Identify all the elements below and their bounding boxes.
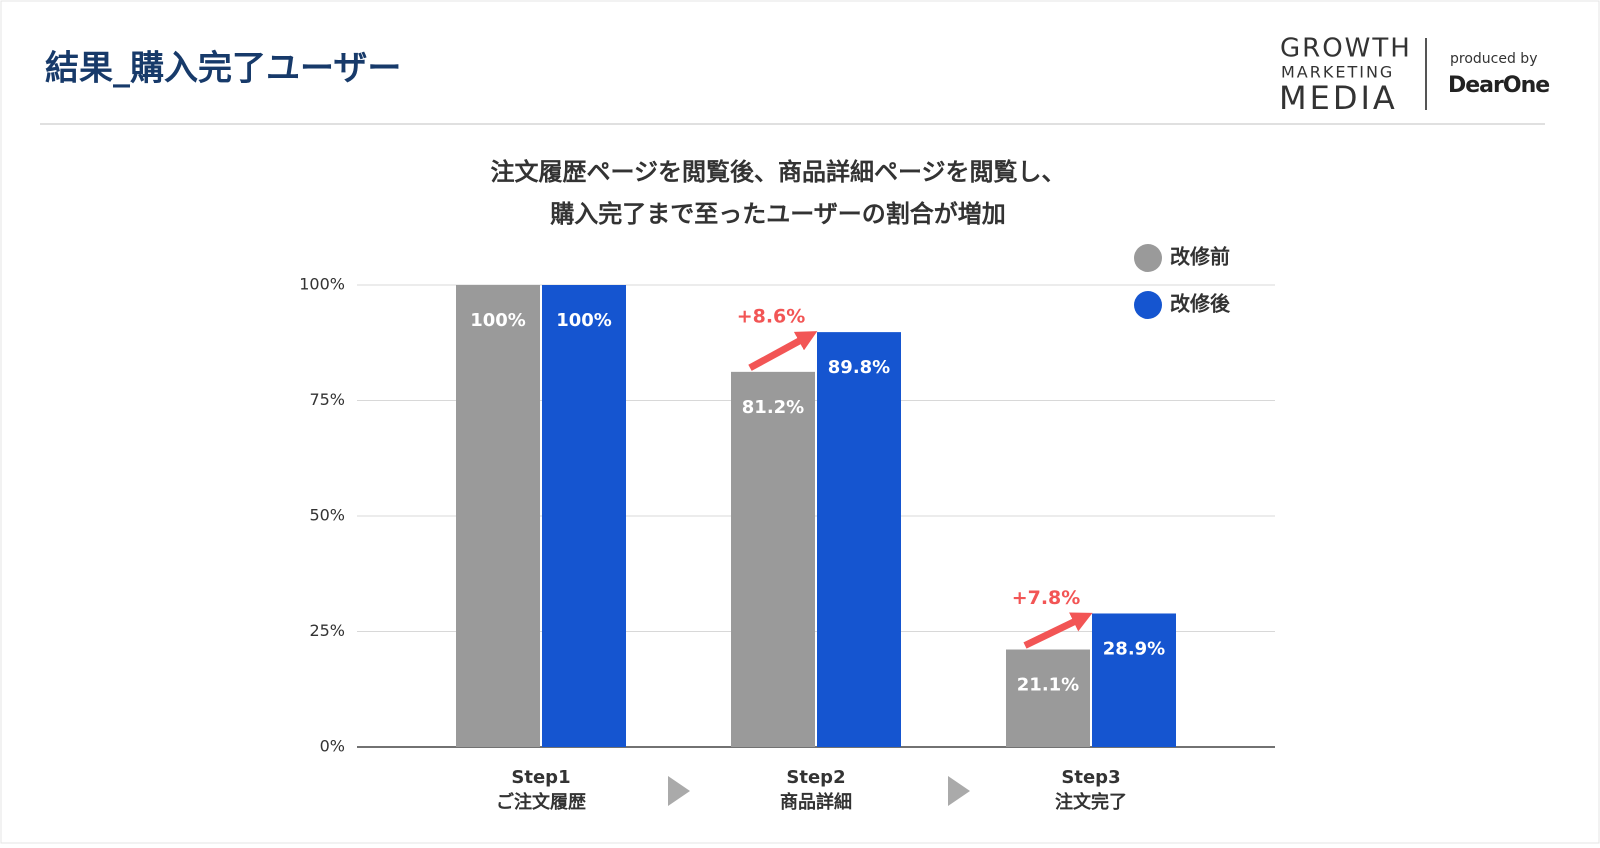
legend-swatch bbox=[1134, 291, 1162, 319]
slide-title: 結果_購入完了ユーザー bbox=[45, 49, 401, 89]
legend-label: 改修前 bbox=[1170, 245, 1230, 269]
y-tick-label: 75% bbox=[309, 390, 345, 409]
value-label: 100% bbox=[556, 310, 612, 331]
logo-line2: MARKETING bbox=[1281, 63, 1394, 82]
x-tick-label: 商品詳細 bbox=[780, 791, 852, 813]
logo-brand: DearOne bbox=[1448, 73, 1549, 98]
legend-swatch bbox=[1134, 244, 1162, 272]
x-tick-label: 注文完了 bbox=[1055, 791, 1127, 813]
step-arrow bbox=[948, 776, 970, 806]
chart-title: 注文履歴ページを閲覧後、商品詳細ページを閲覧し、 bbox=[490, 158, 1065, 186]
x-tick-label: Step3 bbox=[1061, 767, 1120, 788]
chart-title: 購入完了まで至ったユーザーの割合が増加 bbox=[550, 200, 1006, 228]
annotation-arrow bbox=[748, 331, 818, 371]
step-arrow bbox=[668, 776, 690, 806]
bar bbox=[817, 332, 901, 747]
y-tick-label: 0% bbox=[320, 737, 345, 756]
y-tick-label: 50% bbox=[309, 506, 345, 525]
bar bbox=[1092, 613, 1176, 747]
annotation: +7.8% bbox=[1012, 587, 1081, 609]
logo-line3: MEDIA bbox=[1279, 79, 1398, 117]
value-label: 89.8% bbox=[828, 357, 890, 378]
value-label: 21.1% bbox=[1017, 675, 1079, 696]
annotation: +8.6% bbox=[737, 306, 806, 328]
x-tick-label: Step1 bbox=[511, 767, 570, 788]
legend-label: 改修後 bbox=[1170, 292, 1231, 316]
bar bbox=[456, 285, 540, 747]
value-label: 28.9% bbox=[1103, 638, 1165, 659]
annotation-arrow bbox=[1023, 612, 1093, 649]
y-tick-label: 25% bbox=[309, 621, 345, 640]
y-tick-label: 100% bbox=[299, 275, 345, 294]
logo-produced: produced by bbox=[1450, 51, 1537, 67]
bar bbox=[542, 285, 626, 747]
x-tick-label: Step2 bbox=[786, 767, 845, 788]
value-label: 100% bbox=[470, 310, 526, 331]
bar bbox=[1006, 649, 1090, 747]
bar bbox=[731, 371, 815, 747]
value-label: 81.2% bbox=[742, 397, 804, 418]
x-tick-label: ご注文履歴 bbox=[496, 791, 586, 813]
logo-line1: GROWTH bbox=[1280, 34, 1412, 64]
